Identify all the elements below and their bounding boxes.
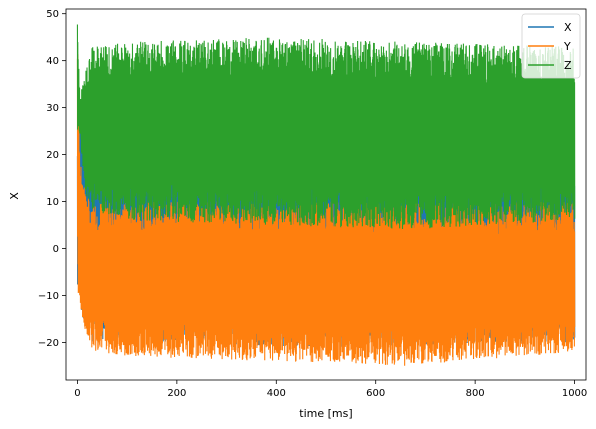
y-tick-label: 40: [46, 56, 59, 67]
x-tick-label: 400: [267, 388, 286, 399]
x-tick-label: 200: [167, 388, 186, 399]
x-axis-label: time [ms]: [299, 407, 352, 420]
plot-area: [76, 24, 576, 366]
y-tick-label: −20: [38, 338, 59, 349]
x-tick-label: 1000: [562, 388, 587, 399]
series-y-line: [76, 54, 576, 366]
legend-label-y: Y: [563, 40, 571, 53]
x-tick-label: 600: [366, 388, 385, 399]
y-tick-label: 30: [46, 103, 59, 114]
x-tick-label: 0: [74, 388, 80, 399]
axes: 0 200 400 600 800 1000 −20 −10 0 10 20 30 40 50: [38, 8, 587, 399]
y-tick-label: 0: [53, 244, 59, 255]
y-tick-label: 50: [46, 9, 59, 20]
x-tick-label: 800: [466, 388, 485, 399]
legend: XYZ: [521, 13, 581, 79]
axes-frame: [65, 8, 587, 381]
series-z-line: [76, 24, 576, 229]
y-axis-label: X: [8, 192, 21, 200]
y-tick-label: −10: [38, 291, 59, 302]
legend-label-x: X: [564, 21, 572, 34]
y-tick-label: 20: [46, 150, 59, 161]
y-tick-label: 10: [46, 197, 59, 208]
legend-label-z: Z: [564, 59, 572, 72]
